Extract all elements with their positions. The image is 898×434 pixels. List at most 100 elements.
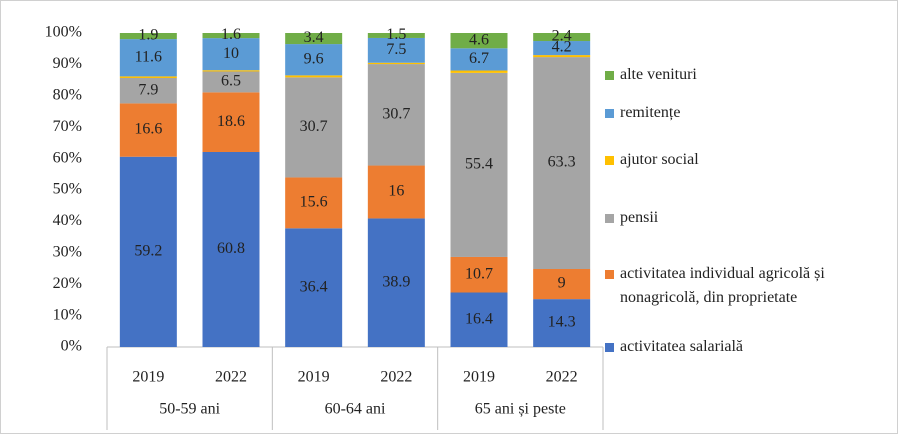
group-label: 50-59 ani: [159, 401, 220, 418]
bar-segment: [367, 218, 425, 347]
y-tick-label: 90%: [53, 55, 82, 72]
legend-entry: pensii: [605, 206, 890, 230]
bar-segment: [202, 71, 260, 93]
legend-swatch: [605, 270, 614, 279]
x-tick-label: 2022: [546, 369, 578, 386]
data-label: 30.7: [300, 118, 328, 135]
data-label: 55.4: [465, 156, 493, 173]
bar-segment: [450, 33, 508, 49]
data-label: 10.7: [465, 265, 493, 282]
x-tick-label: 2019: [132, 369, 164, 386]
data-label: 6.5: [221, 73, 241, 90]
y-tick-label: 10%: [53, 306, 82, 323]
legend-label: ajutor social: [620, 151, 699, 168]
legend-entry: ajutor social: [605, 148, 890, 172]
bar-segment: [119, 77, 177, 104]
y-tick-label: 40%: [53, 212, 82, 229]
legend-swatch: [605, 109, 614, 118]
bar-segment: [533, 269, 591, 300]
legend-swatch: [605, 214, 614, 223]
bar-segment: [367, 37, 425, 63]
legend-label: alte venituri: [620, 66, 697, 83]
y-tick-label: 80%: [53, 86, 82, 103]
legend-label: remitențe: [620, 104, 681, 121]
legend-swatch: [605, 156, 614, 165]
data-label: 4.2: [552, 39, 572, 56]
data-label: 30.7: [382, 105, 410, 122]
legend-entry: alte venituri: [605, 63, 890, 87]
data-label: 10: [223, 45, 239, 62]
bar-segment: [202, 92, 260, 152]
bar-segment: [119, 103, 177, 157]
bar-segment: [119, 39, 177, 77]
bar-segment: [285, 33, 343, 45]
bar-segment: [533, 41, 591, 56]
bar-segment: [119, 33, 177, 40]
data-label: 16.6: [134, 121, 162, 138]
data-label: 11.6: [135, 48, 162, 65]
y-tick-label: 20%: [53, 275, 82, 292]
bar-segment: [367, 62, 425, 65]
data-label: 9.6: [304, 50, 324, 67]
legend-label: pensii: [620, 209, 659, 226]
bar-segment: [533, 57, 591, 270]
group-label: 65 ani și peste: [475, 401, 566, 418]
bar-segment: [450, 70, 508, 73]
data-label: 9: [558, 275, 566, 292]
y-tick-label: 100%: [45, 24, 82, 41]
data-label: 7.5: [386, 41, 406, 58]
data-label: 4.6: [469, 31, 489, 48]
data-label: 1.5: [386, 26, 406, 43]
group-label: 60-64 ani: [325, 401, 386, 418]
x-tick-label: 2022: [380, 369, 412, 386]
bar-segment: [367, 64, 425, 166]
data-label: 36.4: [300, 278, 328, 295]
y-tick-label: 0%: [61, 338, 82, 355]
legend-entry: activitatea salarială: [605, 335, 890, 359]
bar-segment: [202, 33, 260, 39]
bar-segment: [450, 292, 508, 347]
bar-segment: [367, 33, 425, 38]
bar-segment: [450, 72, 508, 257]
bar-segment: [202, 70, 260, 72]
data-label: 60.8: [217, 240, 245, 257]
legend-swatch: [605, 71, 614, 80]
bar-segment: [202, 38, 260, 71]
data-label: 59.2: [134, 243, 162, 260]
legend-label: activitatea salarială: [620, 338, 744, 355]
data-label: 63.3: [548, 154, 576, 171]
y-tick-label: 60%: [53, 149, 82, 166]
data-label: 3.4: [304, 29, 324, 46]
data-label: 2.4: [552, 28, 572, 45]
bar-segment: [202, 151, 260, 347]
bar-segment: [367, 165, 425, 219]
bar-segment: [533, 299, 591, 347]
data-label: 16: [388, 183, 404, 200]
data-label: 6.7: [469, 50, 489, 67]
data-label: 38.9: [382, 273, 410, 290]
legend-label: activitatea individual agricolă și nonag…: [620, 265, 825, 306]
bar-segment: [119, 76, 177, 78]
bar-segment: [285, 177, 343, 229]
data-label: 1.9: [138, 27, 158, 44]
data-label: 15.6: [300, 194, 328, 211]
data-label: 7.9: [138, 81, 158, 98]
bar-segment: [450, 256, 508, 293]
bar-segment: [285, 77, 343, 178]
bar-segment: [119, 156, 177, 347]
data-label: 14.3: [548, 314, 576, 331]
legend-entry: activitatea individual agricolă și nonag…: [605, 262, 890, 310]
bar-segment: [285, 228, 343, 347]
y-tick-label: 50%: [53, 181, 82, 198]
x-tick-label: 2019: [463, 369, 495, 386]
data-label: 1.6: [221, 26, 241, 43]
data-label: 18.6: [217, 113, 245, 130]
data-label: 16.4: [465, 310, 493, 327]
legend-swatch: [605, 343, 614, 352]
y-tick-label: 70%: [53, 118, 82, 135]
legend-entry: remitențe: [605, 101, 890, 125]
bar-segment: [533, 33, 591, 42]
bar-segment: [533, 55, 591, 58]
x-tick-label: 2022: [215, 369, 247, 386]
